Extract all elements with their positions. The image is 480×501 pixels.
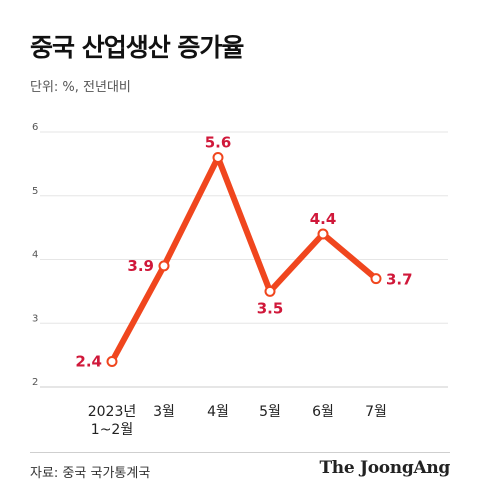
data-point bbox=[106, 356, 118, 367]
footer-divider bbox=[30, 452, 450, 453]
data-point bbox=[317, 228, 329, 240]
unit-label: 단위: %, 전년대비 bbox=[30, 80, 131, 95]
brand-logo: The JoongAng bbox=[319, 458, 450, 478]
data-point bbox=[264, 285, 276, 297]
x-tick-label: 1~2월 bbox=[91, 422, 133, 438]
source-note: 자료: 중국 국가통계국 bbox=[30, 466, 151, 481]
data-label: 3.5 bbox=[257, 299, 284, 317]
data-point bbox=[370, 273, 382, 285]
x-tick-label: 3월 bbox=[153, 404, 175, 420]
y-tick-label: 5 bbox=[32, 186, 38, 197]
data-label: 2.4 bbox=[75, 353, 102, 371]
series-line bbox=[109, 154, 379, 365]
data-point bbox=[158, 260, 170, 272]
data-label: 4.4 bbox=[310, 210, 337, 228]
x-tick-label: 5월 bbox=[259, 404, 281, 420]
data-label: 3.7 bbox=[386, 271, 413, 289]
y-tick-label: 3 bbox=[32, 313, 38, 324]
x-tick-label: 6월 bbox=[312, 404, 334, 420]
y-tick-label: 6 bbox=[32, 122, 38, 133]
y-tick-label: 2 bbox=[32, 377, 38, 388]
data-point bbox=[212, 152, 224, 163]
chart-title: 중국 산업생산 증가율 bbox=[30, 33, 244, 62]
x-tick-label: 2023년 bbox=[88, 404, 137, 420]
data-label: 5.6 bbox=[205, 134, 232, 152]
data-label: 3.9 bbox=[127, 257, 154, 275]
y-tick-label: 4 bbox=[32, 250, 38, 261]
x-tick-label: 4월 bbox=[207, 404, 229, 420]
x-tick-label: 7월 bbox=[365, 404, 387, 420]
